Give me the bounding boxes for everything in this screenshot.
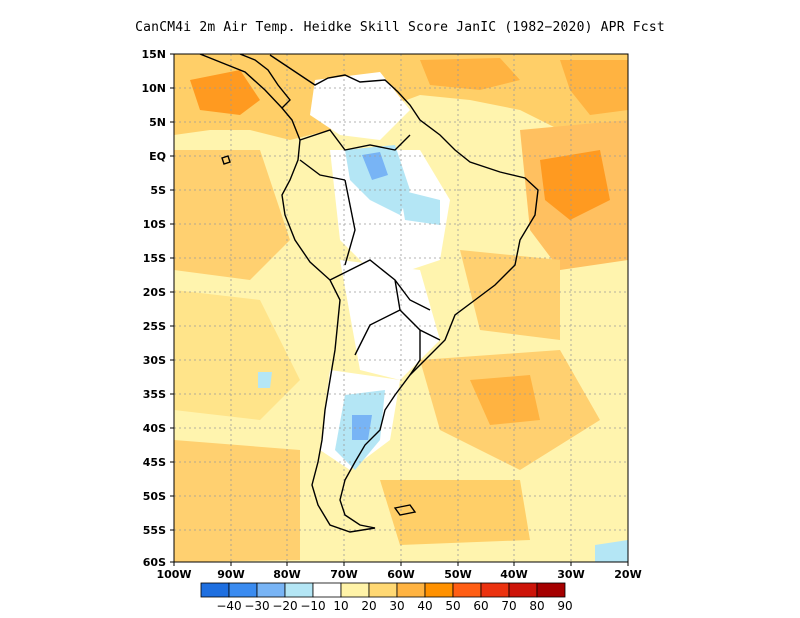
galapagos [221, 155, 231, 165]
colorbar-label: 80 [529, 599, 544, 613]
lon-label: 100W [156, 568, 191, 581]
lat-label: EQ [149, 150, 166, 163]
colorbar-label: −40 [216, 599, 241, 613]
skill-field [174, 54, 628, 562]
lat-label: 10N [141, 82, 166, 95]
lon-label: 90W [217, 568, 244, 581]
map-title: CanCM4i 2m Air Temp. Heidke Skill Score … [135, 20, 665, 35]
lat-label: 20S [143, 286, 166, 299]
lat-label: 30S [143, 354, 166, 367]
field-blue-se [595, 540, 628, 562]
axis-ticks [170, 53, 629, 566]
lon-label: 50W [444, 568, 471, 581]
lon-label: 80W [273, 568, 300, 581]
colorbar-swatch [312, 582, 342, 598]
colorbar-swatch [396, 582, 426, 598]
field-hot-west [190, 70, 260, 115]
lat-label: 55S [143, 524, 166, 537]
lat-label: 15N [141, 48, 166, 61]
lon-label: 70W [330, 568, 357, 581]
field-blue-south-core [352, 415, 372, 440]
colorbar-swatch [480, 582, 510, 598]
lon-label: 40W [500, 568, 527, 581]
lat-label: 15S [143, 252, 166, 265]
colorbar-label: −10 [300, 599, 325, 613]
south-america-outline [269, 54, 539, 533]
colorbar-label: −30 [244, 599, 269, 613]
lon-label: 20W [614, 568, 641, 581]
lat-label: 45S [143, 456, 166, 469]
field-white-north [310, 72, 410, 140]
lat-label: 5N [149, 116, 166, 129]
lat-label: 40S [143, 422, 166, 435]
field-blue-amazon [345, 145, 410, 215]
field-blue-pac [258, 372, 272, 388]
lat-label: 5S [150, 184, 166, 197]
colorbar: −40 −30 −20 −10 10 20 30 40 50 60 70 80 90 [200, 582, 573, 613]
falklands [393, 504, 417, 516]
field-satl-hot [470, 375, 540, 425]
latitude-labels: 15N 10N 5N EQ 5S 10S 15S 20S 25S 30S 35S… [141, 48, 166, 569]
colorbar-swatch [228, 582, 258, 598]
field-hot-carib [420, 58, 520, 90]
colorbar-swatch [424, 582, 454, 598]
colorbar-swatch [284, 582, 314, 598]
grid-lines [174, 54, 628, 562]
coastlines [199, 54, 539, 533]
lon-label: 60W [387, 568, 414, 581]
lat-label: 60S [143, 556, 166, 569]
field-satl-band [460, 250, 560, 340]
colorbar-label: 30 [389, 599, 404, 613]
field-atl-hot [540, 150, 610, 220]
colorbar-swatch [368, 582, 398, 598]
field-white-central [340, 260, 440, 380]
colorbar-label: 50 [445, 599, 460, 613]
colorbar-label: −20 [272, 599, 297, 613]
colorbar-label: 10 [333, 599, 348, 613]
lat-label: 25S [143, 320, 166, 333]
field-blue-amazon2 [400, 190, 440, 225]
field-hot-ne [560, 60, 628, 115]
colorbar-label: 70 [501, 599, 516, 613]
colorbar-label: 40 [417, 599, 432, 613]
lon-label: 30W [557, 568, 584, 581]
field-pac-band [174, 150, 290, 280]
colorbar-label: 90 [557, 599, 572, 613]
lat-label: 10S [143, 218, 166, 231]
lat-label: 50S [143, 490, 166, 503]
colorbar-label: 60 [473, 599, 488, 613]
longitude-labels: 100W 90W 80W 70W 60W 50W 40W 30W 20W [156, 568, 641, 581]
colorbar-swatch [452, 582, 482, 598]
colorbar-swatch [340, 582, 370, 598]
colorbar-swatch [508, 582, 538, 598]
colorbar-swatch [200, 582, 230, 598]
field-blue-core [362, 152, 388, 180]
colorbar-swatch [536, 582, 566, 598]
colorbar-label: 20 [361, 599, 376, 613]
colorbar-swatch [256, 582, 286, 598]
lat-label: 35S [143, 388, 166, 401]
country-borders [299, 129, 441, 376]
field-drake [380, 480, 530, 545]
field-pac-south [174, 440, 300, 562]
central-america-outline [199, 54, 291, 110]
